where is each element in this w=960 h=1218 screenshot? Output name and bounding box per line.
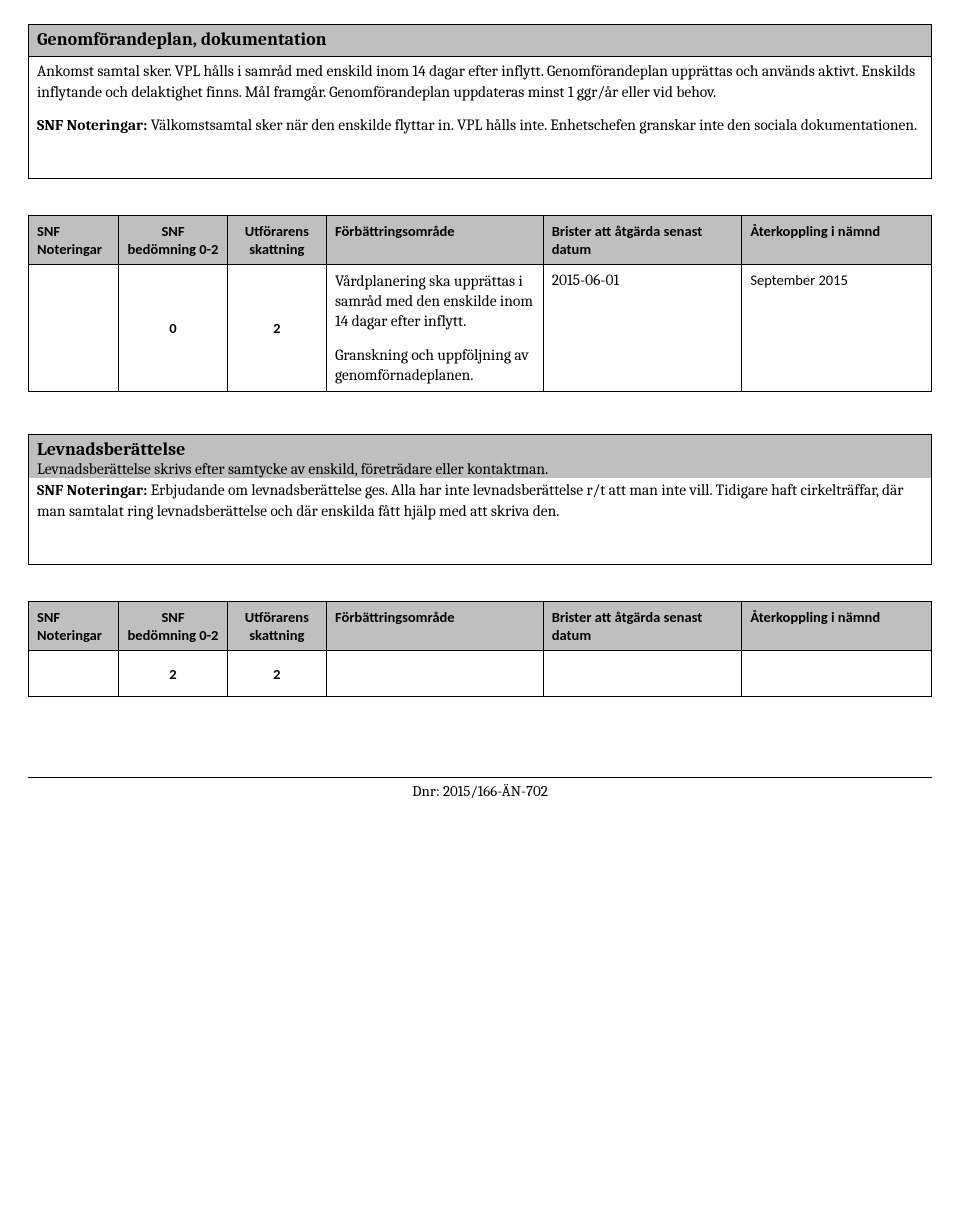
th-skattning: Utförarens skattning bbox=[227, 602, 326, 651]
notes-text: Välkomstsamtal sker när den enskilde fly… bbox=[151, 116, 917, 134]
th-brister: Brister att åtgärda senast datum bbox=[543, 215, 742, 264]
assessment-table-2: SNF Noteringar SNF bedömning 0-2 Utförar… bbox=[28, 601, 932, 697]
cell-forbattring: Vårdplanering ska upprättas i samråd med… bbox=[326, 264, 543, 392]
th-forbattring: Förbättringsområde bbox=[326, 602, 543, 651]
improve-p1: Vårdplanering ska upprättas i samråd med… bbox=[335, 271, 535, 331]
section-genomforandeplan: Genomförandeplan, dokumentation Ankomst … bbox=[28, 24, 932, 179]
cell-skattning: 2 bbox=[227, 264, 326, 392]
footer-divider bbox=[28, 777, 932, 778]
notes-label: SNF Noteringar: bbox=[37, 481, 151, 499]
th-forbattring: Förbättringsområde bbox=[326, 215, 543, 264]
table-header-row: SNF Noteringar SNF bedömning 0-2 Utförar… bbox=[29, 602, 932, 651]
th-bedomning: SNF bedömning 0-2 bbox=[119, 602, 227, 651]
notes-label: SNF Noteringar: bbox=[37, 116, 151, 134]
th-aterkoppling: Återkoppling i nämnd bbox=[742, 215, 932, 264]
cell-noteringar bbox=[29, 651, 119, 697]
section-body-text: Ankomst samtal sker. VPL hålls i samråd … bbox=[37, 61, 923, 103]
section-header: Levnadsberättelse Levnadsberättelse skri… bbox=[29, 435, 931, 478]
notes-text: Erbjudande om levnadsberättelse ges. All… bbox=[37, 481, 903, 520]
table-row: 0 2 Vårdplanering ska upprättas i samråd… bbox=[29, 264, 932, 392]
section-subtext: Levnadsberättelse skrivs efter samtycke … bbox=[37, 460, 923, 478]
section-levnadsberattelse: Levnadsberättelse Levnadsberättelse skri… bbox=[28, 434, 932, 565]
footer-dnr: Dnr: 2015/166-ÄN-702 bbox=[28, 782, 932, 800]
assessment-table-1: SNF Noteringar SNF bedömning 0-2 Utförar… bbox=[28, 215, 932, 393]
th-aterkoppling: Återkoppling i nämnd bbox=[742, 602, 932, 651]
cell-brister bbox=[543, 651, 742, 697]
th-noteringar: SNF Noteringar bbox=[29, 215, 119, 264]
improve-p2: Granskning och uppföljning av genomförna… bbox=[335, 345, 535, 385]
th-noteringar: SNF Noteringar bbox=[29, 602, 119, 651]
table-row: 2 2 bbox=[29, 651, 932, 697]
cell-forbattring bbox=[326, 651, 543, 697]
th-bedomning: SNF bedömning 0-2 bbox=[119, 215, 227, 264]
th-brister: Brister att åtgärda senast datum bbox=[543, 602, 742, 651]
section-body: SNF Noteringar: Erbjudande om levnadsber… bbox=[29, 478, 931, 564]
section-body: Ankomst samtal sker. VPL hålls i samråd … bbox=[29, 57, 931, 178]
cell-aterkoppling: September 2015 bbox=[742, 264, 932, 392]
cell-skattning: 2 bbox=[227, 651, 326, 697]
section-header: Genomförandeplan, dokumentation bbox=[29, 25, 931, 57]
cell-bedomning: 2 bbox=[119, 651, 227, 697]
section-title: Genomförandeplan, dokumentation bbox=[37, 29, 327, 50]
cell-brister: 2015-06-01 bbox=[543, 264, 742, 392]
cell-bedomning: 0 bbox=[119, 264, 227, 392]
table-header-row: SNF Noteringar SNF bedömning 0-2 Utförar… bbox=[29, 215, 932, 264]
th-skattning: Utförarens skattning bbox=[227, 215, 326, 264]
cell-aterkoppling bbox=[742, 651, 932, 697]
cell-noteringar bbox=[29, 264, 119, 392]
section-title: Levnadsberättelse bbox=[37, 439, 185, 460]
